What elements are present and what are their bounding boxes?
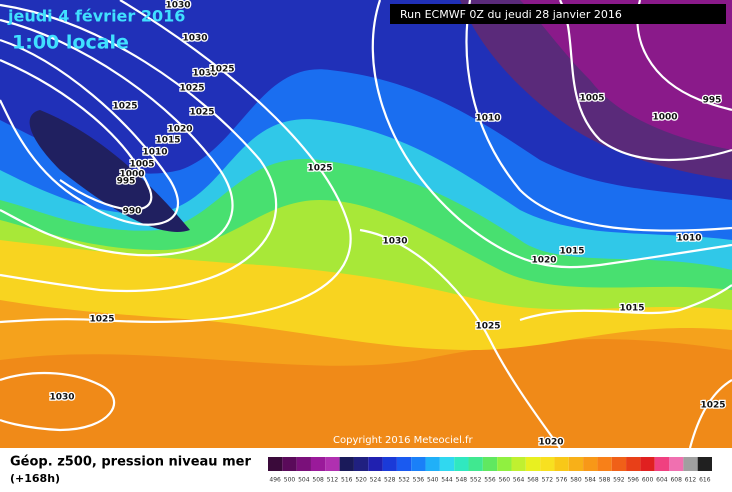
isobar-label: 995 bbox=[703, 96, 722, 106]
date-text: jeudi 4 février 2016 bbox=[7, 7, 185, 26]
colorbar-swatch bbox=[454, 457, 468, 471]
colorbar-label: 544 bbox=[441, 477, 453, 484]
isobar-label: 1025 bbox=[209, 65, 234, 75]
colorbar-swatch bbox=[368, 457, 382, 471]
colorbar-swatch bbox=[669, 457, 683, 471]
colorbar-swatch bbox=[469, 457, 483, 471]
colorbar-swatch bbox=[626, 457, 640, 471]
colorbar-label: 536 bbox=[413, 477, 425, 484]
colorbar-label: 532 bbox=[398, 477, 410, 484]
colorbar-swatch bbox=[311, 457, 325, 471]
isobar-label: 990 bbox=[123, 207, 142, 217]
colorbar-swatch bbox=[297, 457, 311, 471]
colorbar-swatch bbox=[683, 457, 697, 471]
legend-title: Géop. z500, pression niveau mer bbox=[10, 455, 251, 470]
isobar-label: 1020 bbox=[531, 256, 556, 266]
isobar-label: 1020 bbox=[167, 125, 192, 135]
isobar-label: 1025 bbox=[189, 108, 214, 118]
isobar-label: 1030 bbox=[382, 237, 407, 247]
isobar-label: 1025 bbox=[475, 322, 500, 332]
colorbar-swatch bbox=[282, 457, 296, 471]
isobar-label: 1005 bbox=[579, 94, 604, 104]
isobar-label: 1020 bbox=[538, 438, 563, 448]
colorbar-swatch bbox=[383, 457, 397, 471]
colorbar-label: 564 bbox=[513, 477, 525, 484]
isobar-label: 1025 bbox=[700, 401, 725, 411]
isobar-label: 1030 bbox=[182, 34, 207, 44]
colorbar-swatch bbox=[325, 457, 339, 471]
colorbar-label: 552 bbox=[470, 477, 482, 484]
isobar-label: 1025 bbox=[89, 315, 114, 325]
colorbar-label: 496 bbox=[269, 477, 281, 484]
isobar-label: 1005 bbox=[129, 160, 154, 170]
isobar-label: 1015 bbox=[619, 304, 644, 314]
colorbar-swatch bbox=[340, 457, 354, 471]
colorbar-label: 612 bbox=[685, 477, 697, 484]
colorbar-swatch bbox=[655, 457, 669, 471]
legend-lead: (+168h) bbox=[10, 472, 60, 485]
colorbar-label: 556 bbox=[484, 477, 496, 484]
colorbar-label: 572 bbox=[542, 477, 554, 484]
colorbar-swatch bbox=[698, 457, 712, 471]
isobar-label: 1010 bbox=[676, 234, 701, 244]
isobar-label: 1015 bbox=[559, 247, 584, 257]
colorbar-swatch bbox=[640, 457, 654, 471]
isobar-label: 995 bbox=[117, 177, 136, 187]
colorbar-swatch bbox=[411, 457, 425, 471]
colorbar-swatch bbox=[569, 457, 583, 471]
colorbar-swatch bbox=[612, 457, 626, 471]
colorbar-label: 576 bbox=[556, 477, 568, 484]
run-text: Run ECMWF 0Z du jeudi 28 janvier 2016 bbox=[400, 8, 622, 21]
colorbar-label: 600 bbox=[642, 477, 654, 484]
colorbar-swatch bbox=[268, 457, 282, 471]
colorbar-label: 524 bbox=[370, 477, 382, 484]
colorbar-swatch bbox=[440, 457, 454, 471]
colorbar-label: 508 bbox=[312, 477, 324, 484]
colorbar-label: 604 bbox=[656, 477, 668, 484]
isobar-label: 1015 bbox=[155, 136, 180, 146]
colorbar-swatch bbox=[397, 457, 411, 471]
colorbar-label: 528 bbox=[384, 477, 396, 484]
colorbar-swatch bbox=[526, 457, 540, 471]
colorbar-label: 596 bbox=[627, 477, 639, 484]
isobar-label: 1000 bbox=[652, 113, 677, 123]
colorbar-label: 540 bbox=[427, 477, 439, 484]
copyright: Copyright 2016 Meteociel.fr bbox=[333, 435, 474, 446]
colorbar-label: 516 bbox=[341, 477, 353, 484]
colorbar-swatch bbox=[597, 457, 611, 471]
colorbar-swatch bbox=[426, 457, 440, 471]
colorbar-swatch bbox=[497, 457, 511, 471]
colorbar-label: 560 bbox=[499, 477, 511, 484]
isobar-label: 1030 bbox=[49, 393, 74, 403]
time-text: 1:00 locale bbox=[12, 32, 129, 54]
isobar-label: 1025 bbox=[179, 84, 204, 94]
isobar-label: 1025 bbox=[112, 102, 137, 112]
colorbar-swatch bbox=[511, 457, 525, 471]
colorbar-label: 592 bbox=[613, 477, 625, 484]
colorbar-label: 568 bbox=[527, 477, 539, 484]
colorbar-label: 512 bbox=[327, 477, 339, 484]
colorbar-label: 584 bbox=[585, 477, 597, 484]
isobar-label: 1010 bbox=[142, 148, 167, 158]
colorbar-label: 548 bbox=[456, 477, 468, 484]
colorbar-swatch bbox=[354, 457, 368, 471]
colorbar-label: 504 bbox=[298, 477, 310, 484]
colorbar-label: 608 bbox=[670, 477, 682, 484]
colorbar-label: 588 bbox=[599, 477, 611, 484]
colorbar-swatch bbox=[540, 457, 554, 471]
colorbar-swatch bbox=[483, 457, 497, 471]
colorbar-label: 616 bbox=[699, 477, 711, 484]
isobar-label: 1010 bbox=[475, 114, 500, 124]
colorbar-label: 500 bbox=[284, 477, 296, 484]
colorbar-label: 520 bbox=[355, 477, 367, 484]
colorbar-label: 580 bbox=[570, 477, 582, 484]
colorbar-swatch bbox=[583, 457, 597, 471]
isobar-label: 1025 bbox=[307, 164, 332, 174]
colorbar-swatch bbox=[554, 457, 568, 471]
